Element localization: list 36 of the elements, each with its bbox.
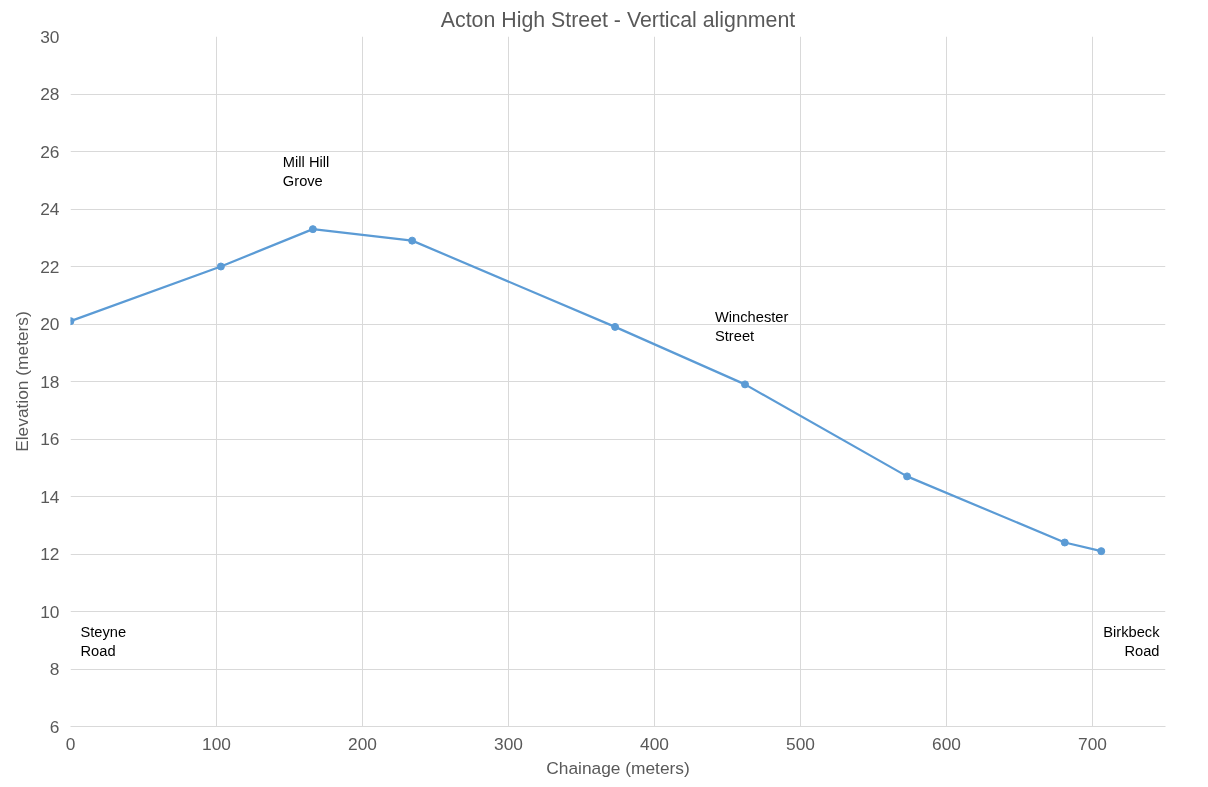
point (216, 262, 225, 271)
point (611, 322, 620, 331)
y-tick-label: 22 (40, 256, 60, 277)
y-tick-label: 12 (40, 544, 60, 564)
point (741, 380, 750, 389)
point (903, 472, 912, 481)
point (1060, 538, 1069, 547)
x-tick-label: 500 (786, 733, 815, 754)
y-tick-label: 10 (40, 601, 60, 622)
x-tick-label: 600 (932, 733, 961, 754)
point (1097, 547, 1106, 556)
y-tick-label: 16 (40, 429, 60, 449)
annotation: Birkbeck Road (1103, 623, 1161, 660)
annotation: Mill Hill Grove (282, 153, 330, 189)
x-tick-label: 200 (348, 733, 377, 754)
annotation: Steyne Road (80, 623, 127, 660)
point (408, 236, 417, 245)
y-axis-title: Elevation (meters) (12, 311, 33, 452)
x-axis-title: Chainage (meters) (546, 757, 690, 778)
y-tick-label: 24 (40, 199, 60, 219)
point (308, 225, 317, 234)
x-tick-label: 0 (65, 733, 76, 754)
y-tick-label: 28 (40, 84, 60, 104)
y-tick-label: 6 (49, 716, 60, 737)
x-tick-label: 700 (1078, 733, 1107, 754)
x-tick-label: 300 (494, 733, 523, 754)
chart-title: Acton High Street - Vertical alignment (440, 7, 796, 32)
y-tick-label: 26 (40, 141, 60, 162)
annotation: Winchester Street (715, 308, 789, 344)
y-tick-label: 8 (49, 659, 60, 679)
y-tick-label: 30 (40, 26, 60, 47)
y-tick-label: 20 (40, 314, 60, 334)
y-tick-label: 18 (40, 371, 60, 392)
x-tick-label: 400 (640, 733, 669, 754)
y-tick-label: 14 (40, 486, 60, 507)
x-tick-label: 100 (202, 733, 231, 754)
